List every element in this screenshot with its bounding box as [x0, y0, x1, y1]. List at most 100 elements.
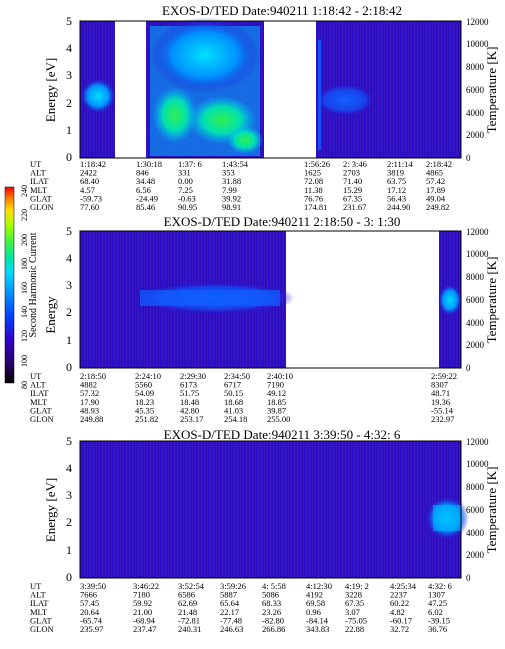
panel-3-cell-ut: 4:19: 2	[345, 581, 369, 591]
panel-1-cell-mlt: 6.56	[136, 185, 151, 195]
panel-2-rtick-4: 8000	[466, 272, 485, 282]
colorbar-tick-220: 220	[20, 209, 29, 221]
panel-1-cell-ilat: 0.00	[178, 176, 193, 186]
panel-2-ytick-5: 5	[66, 224, 72, 238]
panel-1-row-label-glat: GLAT	[30, 193, 53, 203]
panel-3-cyan-core	[433, 505, 461, 531]
panel-1-cell-glat: 56.43	[387, 193, 406, 203]
panel-3-cell-mlt: 20.64	[80, 607, 100, 617]
panel-2-cell-alt: 6173	[180, 380, 197, 390]
panel-1-cell-mlt: 4.57	[80, 185, 95, 195]
panel-2-cell-mlt: 18.68	[224, 397, 243, 407]
panel-2-cell-mlt: 18.23	[135, 397, 154, 407]
panel-1-green-blob-1	[153, 87, 197, 143]
panel-1-cell-ut: 1:30:18	[136, 159, 162, 169]
panel-3-cell-mlt: 0.96	[306, 607, 321, 617]
panel-1-cell-ilat: 57.42	[426, 176, 445, 186]
panel-3-cell-glon: 343.83	[306, 624, 329, 634]
panel-2-ytick-3: 3	[66, 278, 72, 292]
panel-3-cell-ut: 3:52:54	[178, 581, 205, 591]
panel-3-cell-glat: -65.74	[80, 615, 103, 625]
panel-2-row-label-glat: GLAT	[30, 405, 53, 415]
panel-1-cell-ut: 1:43:54	[222, 159, 249, 169]
panel-2-cell-ilat: 49.12	[267, 388, 286, 398]
panel-3-cell-alt: 4192	[306, 590, 323, 600]
panel-2-cell-glat: 41.03	[224, 405, 243, 415]
panel-1-ylabel-right: Temperature [K]	[484, 47, 499, 134]
panel-1-green-blob-3	[227, 126, 263, 154]
panel-3-cell-glat: -77.48	[220, 615, 242, 625]
panel-3-cell-ut: 4:25:34	[390, 581, 417, 591]
panel-3-title: EXOS-D/TED Date:940211 3:39:50 - 4:32: 6	[164, 427, 401, 442]
panel-1-cell-alt: 2703	[343, 168, 360, 178]
panel-3-cell-ilat: 59.92	[133, 598, 152, 608]
panel-3-rtick-1: 2000	[466, 550, 485, 560]
panel-2-row-label-alt: ALT	[30, 380, 47, 390]
panel-1-ytick-3: 3	[66, 68, 72, 82]
panel-3-cell-ilat: 60.22	[390, 598, 409, 608]
colorbar-tick-160: 160	[20, 282, 29, 294]
panel-3-cell-glon: 246.63	[220, 624, 243, 634]
panel-1-cell-mlt: 17.12	[387, 185, 406, 195]
panel-1-rtick-1: 2000	[466, 130, 485, 140]
panel-2-cell-ut: 2:34:50	[224, 371, 250, 381]
panel-2-ytick-1: 1	[66, 333, 72, 347]
panel-3-cell-alt: 2237	[390, 590, 407, 600]
panel-1-cell-glat: 49.04	[426, 193, 446, 203]
panel-3-cell-ilat: 68.33	[262, 598, 281, 608]
panel-1-ytick-5: 5	[66, 14, 72, 28]
panel-1-ytick-0: 0	[66, 150, 72, 164]
colorbar-gradient	[4, 186, 15, 384]
panel-2-cell-mlt: 19.36	[431, 397, 450, 407]
panel-2-cell-glon: 255.00	[267, 414, 290, 424]
panel-2-rtick-1: 2000	[466, 340, 485, 350]
panel-3-cell-ilat: 69.58	[306, 598, 325, 608]
panel-3-cell-mlt: 21.48	[178, 607, 197, 617]
panel-1-cell-ut: 1:56:26	[304, 159, 330, 169]
panel-1-row-label-glon: GLON	[30, 202, 54, 212]
panel-1-ylabel-left: Energy [eV]	[43, 58, 58, 122]
panel-1-cell-alt: 3819	[387, 168, 404, 178]
colorbar: Second Harmonic Current 80 100 120 140 1…	[4, 185, 39, 389]
panel-1-cell-mlt: 7.99	[222, 185, 237, 195]
colorbar-tick-180: 180	[20, 258, 29, 270]
panel-2-ylabel-right: Temperature [K]	[484, 257, 499, 344]
panel-1-cell-ilat: 31.88	[222, 176, 241, 186]
panel-2-rtick-5: 10000	[466, 249, 489, 259]
panel-2-frame	[79, 230, 462, 369]
colorbar-tick-140: 140	[20, 306, 29, 318]
panel-1-right-axis: Temperature [K] 0 2000 4000 6000 8000 10…	[466, 17, 499, 163]
panel-1-cell-mlt: 7.25	[178, 185, 193, 195]
panel-1-cell-alt: 1625	[304, 168, 321, 178]
panel-2-cell-ilat: 48.71	[431, 388, 450, 398]
panel-3-cell-glat: -39.15	[428, 615, 450, 625]
panel-3-rtick-2: 4000	[466, 528, 485, 538]
panel-3-cell-ilat: 47.25	[428, 598, 447, 608]
panel-1-ytick-4: 4	[66, 41, 72, 55]
panel-3-ytick-5: 5	[66, 434, 72, 448]
panel-2-cell-ut: 2:59:22	[431, 371, 457, 381]
panel-3-rtick-4: 8000	[466, 482, 485, 492]
panel-3-grain	[80, 441, 461, 578]
panel-2-cell-glon: 232.97	[431, 414, 454, 424]
panel-2-cell-mlt: 18.48	[180, 397, 199, 407]
panel-3-rtick-6: 12000	[466, 437, 489, 447]
panel-3-cell-ut: 4: 5:58	[262, 581, 286, 591]
panel-2-cell-glat: 48.93	[80, 405, 99, 415]
panel-1-cell-ut: 1:18:42	[80, 159, 106, 169]
panel-1-cell-glon: 244.90	[387, 202, 410, 212]
panel-2-cell-ut: 2:24:10	[135, 371, 161, 381]
panel-1-cell-mlt: 11.38	[304, 185, 323, 195]
panel-2-ytick-0: 0	[66, 360, 72, 374]
panel-1-cell-glat: -24.49	[136, 193, 158, 203]
panel-2-cell-ut: 2:29:30	[180, 371, 206, 381]
panel-1-cell-ut: 2: 3:46	[343, 159, 367, 169]
panel-1-row-label-ut: UT	[30, 159, 42, 169]
colorbar-label: Second Harmonic Current	[28, 232, 39, 337]
colorbar-tick-240: 240	[20, 185, 29, 197]
panel-3-cell-alt: 3228	[345, 590, 362, 600]
panel-1-cell-glon: 249.82	[426, 202, 449, 212]
panel-1-cell-ilat: 72.08	[304, 176, 323, 186]
panel-1-title: EXOS-D/TED Date:940211 1:18:42 - 2:18:42	[162, 3, 402, 18]
panel-2-cell-alt: 6717	[224, 380, 241, 390]
